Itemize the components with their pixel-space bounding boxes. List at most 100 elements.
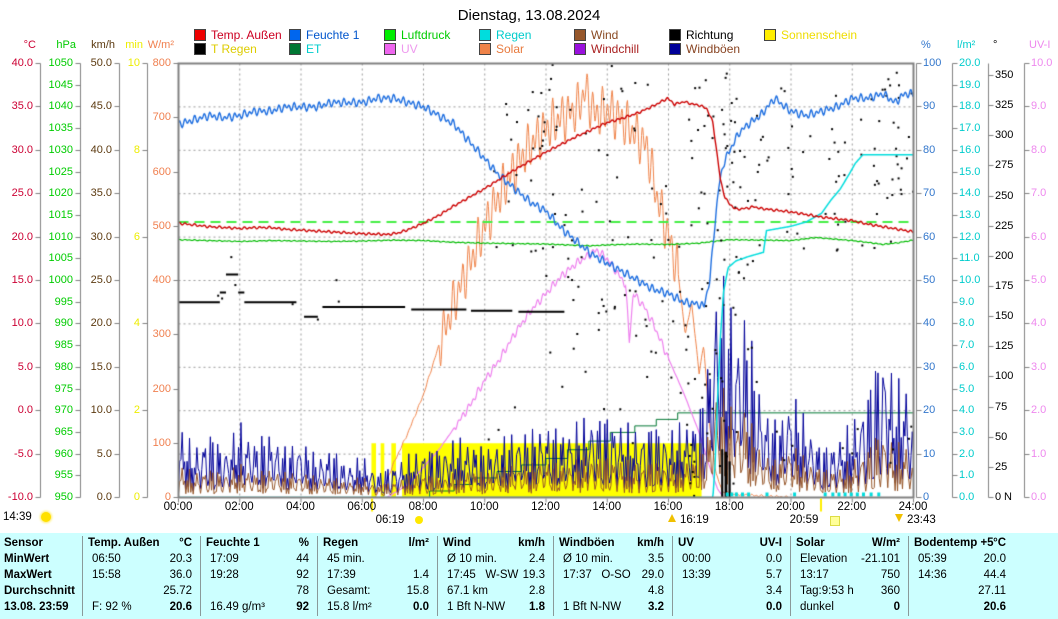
axis-tick-label: 300 <box>152 328 171 341</box>
table-cell-value: 0.0 <box>413 601 429 613</box>
axis-tick-label: 960 <box>54 447 73 460</box>
table-cell-value: 19.3 <box>522 569 545 581</box>
table-cell: 17:39 <box>327 569 356 581</box>
axis-tick-label: 40.0 <box>90 143 112 156</box>
table-col-title: Regen <box>323 537 359 549</box>
legend-swatch <box>384 29 396 41</box>
table-col-unit: °C <box>179 537 192 549</box>
table-cell-value: 92 <box>296 569 309 581</box>
axis-tick-label: 8.0 <box>1031 143 1047 156</box>
axis-tick-label: 4 <box>133 317 140 330</box>
table-cell: Ø 10 min. <box>447 553 497 565</box>
x-tick-label: 06:00 <box>347 501 377 513</box>
table-cell-value: 2.8 <box>529 585 545 597</box>
table-cell: 15.8 l/m² <box>327 601 372 613</box>
stats-table-background <box>0 533 1058 619</box>
axis-tick-label: 35.0 <box>90 187 112 200</box>
axis-tick-label: 975 <box>54 382 73 395</box>
axis-tick-label: 30.0 <box>90 230 112 243</box>
axis-tick-label: 20 <box>923 404 936 417</box>
axis-tick-label: 5.0 <box>17 360 33 373</box>
table-cell: 14:36 <box>918 569 947 581</box>
table-col-title: Temp. Außen <box>88 537 160 549</box>
axis-tick-label: 4.0 <box>1031 317 1047 330</box>
table-divider <box>672 536 673 616</box>
table-cell-value: 1.4 <box>413 569 429 581</box>
axis-tick-label: 2 <box>133 404 140 417</box>
x-tick-label: 20:00 <box>776 501 805 513</box>
legend-label: UV <box>401 42 418 56</box>
table-cell-value: 3.4 <box>766 585 782 597</box>
axis-tick-label: 50.0 <box>90 57 112 69</box>
axis-tick-label: 1035 <box>48 122 73 135</box>
x-tick-label: 00:00 <box>163 501 193 513</box>
axis-tick-label: 1020 <box>48 187 73 200</box>
table-cell-value: 4.8 <box>648 585 664 597</box>
table-col-unit: km/h <box>518 537 545 549</box>
legend-swatch <box>289 43 301 55</box>
sun-icon <box>41 512 51 522</box>
axis-tick-label: 25.0 <box>11 187 33 200</box>
axis-tick-label: 10.0 <box>90 404 112 417</box>
table-col-unit: l/m² <box>408 537 429 549</box>
legend-swatch <box>574 29 586 41</box>
table-divider <box>200 536 201 616</box>
x-tick-label: 14:00 <box>592 501 622 513</box>
table-cell-value: 25.72 <box>163 585 192 597</box>
axis-tick-label: 2.0 <box>959 447 975 460</box>
table-row-label: Durchschnitt <box>4 585 75 597</box>
axis-tick-label: 20.0 <box>11 230 33 243</box>
table-cell: 17:45 W-SW <box>447 569 519 581</box>
axis-tick-label: 90 <box>923 100 936 113</box>
table-cell-value: 15.8 <box>406 585 429 597</box>
table-cell: 05:39 <box>918 553 947 565</box>
axis-tick-label: 175 <box>995 280 1014 293</box>
sunrise-label: 06:19 <box>375 514 405 526</box>
axis-tick-label: 3.0 <box>1031 360 1047 373</box>
table-row-label: MaxWert <box>4 569 52 581</box>
table-cell: Elevation <box>800 553 848 565</box>
moonrise-label: 16:19 <box>680 514 709 526</box>
legend-swatch <box>764 29 776 41</box>
sunset-label: 20:59 <box>789 514 819 526</box>
legend-swatch <box>669 29 681 41</box>
axis-tick-label: 125 <box>995 340 1014 353</box>
x-tick-label: 18:00 <box>714 501 744 513</box>
table-cell-value: 750 <box>880 569 900 581</box>
table-cell: Ø 10 min. <box>563 553 613 565</box>
axis-header: l/m² <box>957 39 976 51</box>
table-col-title: Solar <box>796 537 825 549</box>
axis-tick-label: 17.0 <box>959 122 981 135</box>
axis-tick-label: 10.0 <box>1031 57 1053 69</box>
day-length-label: 14:39 <box>3 511 32 523</box>
legend-swatch <box>194 43 206 55</box>
axis-tick-label: 2.0 <box>1031 404 1047 417</box>
table-cell-value: 29.0 <box>641 569 664 581</box>
axis-tick-label: 100 <box>923 57 942 69</box>
table-cell: 67.1 km <box>447 585 488 597</box>
axis-tick-label: 325 <box>995 99 1014 112</box>
table-cell: 1 Bft N-NW <box>563 601 622 613</box>
axis-tick-label: 10.0 <box>959 274 981 286</box>
axis-tick-label: 7.0 <box>959 339 975 352</box>
moonrise-icon <box>668 514 676 522</box>
axis-tick-label: 100 <box>995 370 1014 383</box>
table-divider <box>437 536 438 616</box>
table-cell-value: 36.0 <box>169 569 192 581</box>
table-cell-value: 92 <box>296 601 309 613</box>
table-col-title: UV <box>678 537 694 549</box>
axis-tick-label: 250 <box>995 189 1014 202</box>
axis-tick-label: 20.0 <box>90 317 112 330</box>
table-cell: 17:09 <box>210 553 239 565</box>
table-cell: 13:39 <box>682 569 711 581</box>
axis-tick-label: 45.0 <box>90 100 112 113</box>
axis-header: UV-I <box>1029 39 1051 51</box>
x-tick-label: 08:00 <box>408 501 438 513</box>
axis-tick-label: 1.0 <box>959 469 975 482</box>
axis-tick-label: 40 <box>923 317 936 330</box>
table-cell-value: 3.2 <box>648 601 664 613</box>
axis-tick-label: 1000 <box>48 274 73 286</box>
table-cell-value: 27.11 <box>978 585 1006 597</box>
table-cell-value: 20.6 <box>983 601 1006 613</box>
table-cell-value: 0.0 <box>766 553 782 565</box>
